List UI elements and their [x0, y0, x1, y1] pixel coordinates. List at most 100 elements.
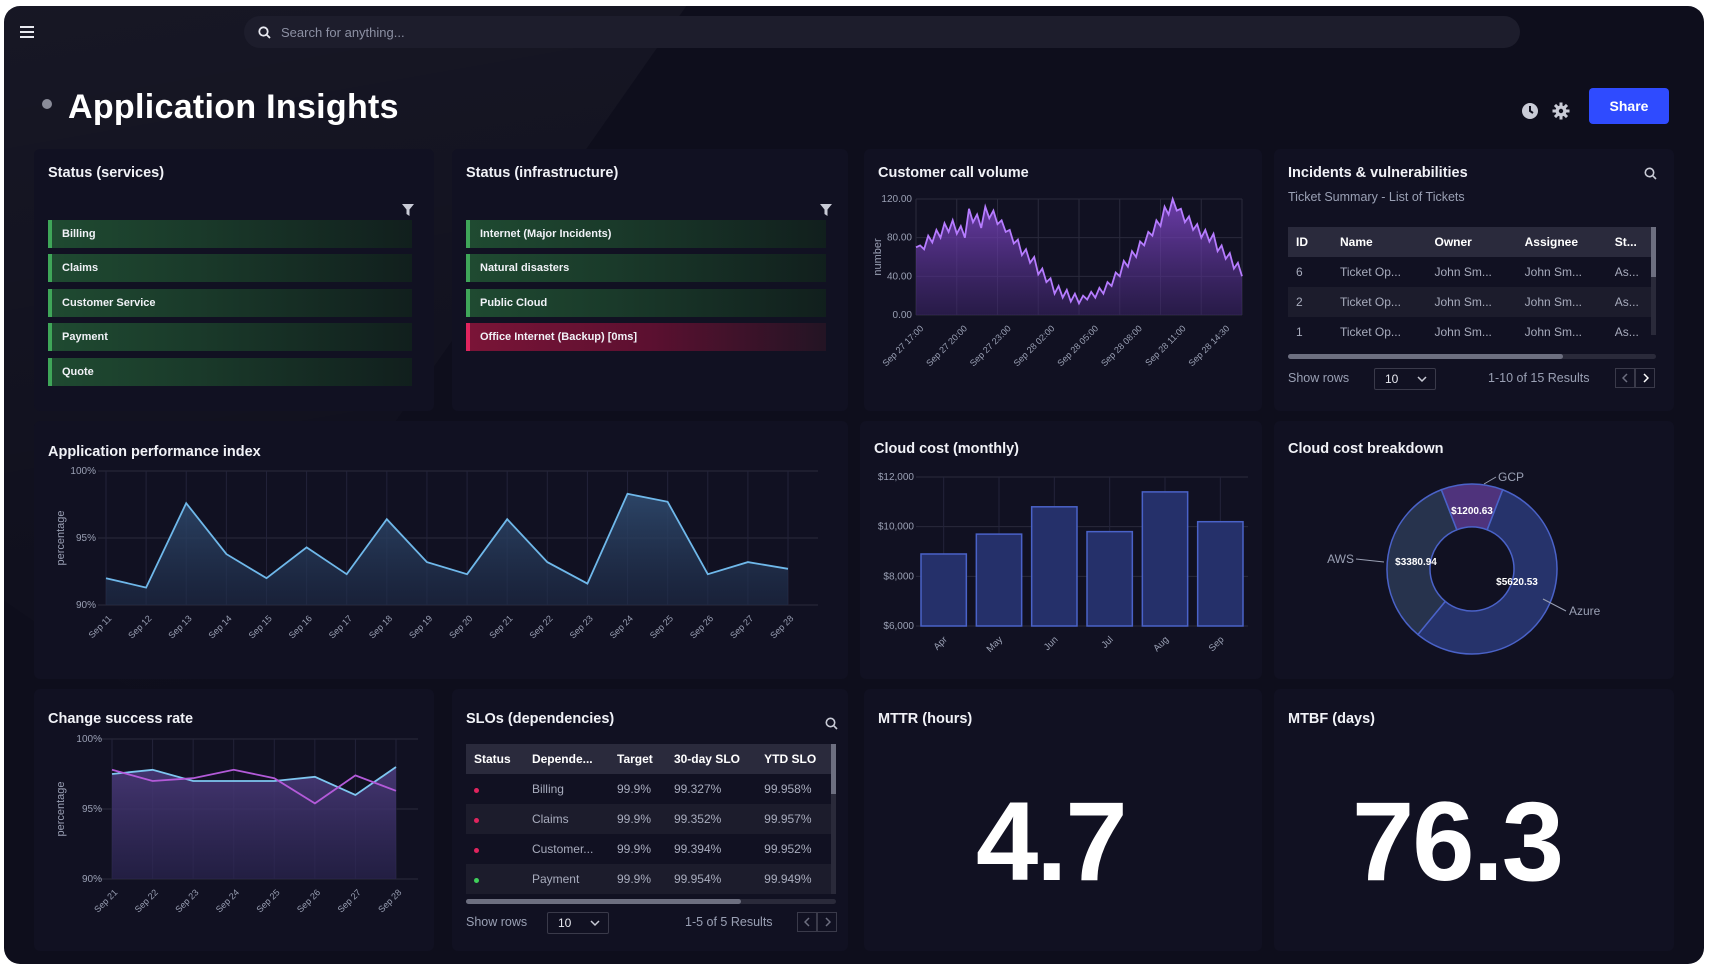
status-item-natural-disasters[interactable]: Natural disasters	[466, 254, 826, 282]
x-tick-label: Sep 19	[407, 613, 434, 640]
cell-id: 2	[1288, 287, 1332, 317]
series-line	[915, 195, 1243, 306]
x-tick-label: Sep 28 08:00	[1099, 323, 1144, 368]
x-tick-label: Sep 24	[214, 887, 241, 914]
horizontal-scrollbar[interactable]	[466, 899, 836, 904]
menu-icon[interactable]	[20, 26, 34, 38]
y-tick-label: $10,000	[878, 522, 915, 533]
vertical-scrollbar[interactable]	[1651, 227, 1656, 335]
vertical-scrollbar[interactable]	[831, 744, 836, 894]
column-header-status[interactable]: St...	[1606, 227, 1656, 257]
slice-value-label: $1200.63	[1451, 506, 1493, 517]
x-tick-label: Sep 25	[254, 887, 281, 914]
clock-icon[interactable]	[1521, 102, 1539, 120]
search-icon[interactable]	[1644, 167, 1657, 180]
donut-slice	[1386, 488, 1458, 636]
bar	[1141, 491, 1189, 627]
leader-line	[1542, 598, 1567, 612]
rows-per-page-value: 10	[558, 916, 572, 930]
y-tick-label: 120.00	[881, 194, 912, 205]
column-header-name[interactable]: Name	[1332, 227, 1427, 257]
chevron-right-icon	[1642, 373, 1649, 383]
cell-30day-slo: 99.394%	[673, 842, 722, 856]
status-item-public-cloud[interactable]: Public Cloud	[466, 289, 826, 317]
filter-icon[interactable]	[402, 204, 414, 216]
show-rows-label: Show rows	[466, 915, 528, 929]
cloud-cost-panel: Cloud cost (monthly) $12,000 $10,000 $8,00…	[860, 421, 1262, 679]
chevron-down-icon	[1417, 376, 1427, 383]
title-bullet	[42, 99, 52, 109]
cell-target: 99.9%	[617, 782, 652, 796]
cell-name: Ticket Op...	[1340, 265, 1401, 279]
mttr-value: 4.7	[976, 779, 1128, 904]
column-header-status[interactable]: Status	[466, 744, 524, 774]
panel-title: Application performance index	[48, 444, 261, 460]
previous-page-button[interactable]	[1615, 368, 1635, 388]
cell-assignee: John Sm...	[1516, 287, 1607, 317]
x-tick-label: Sep 14	[207, 613, 234, 640]
next-page-button[interactable]	[817, 912, 837, 932]
y-tick-label: 95%	[82, 804, 102, 815]
slice-name-label: AWS	[1327, 552, 1354, 566]
column-header-assignee[interactable]: Assignee	[1516, 227, 1607, 257]
share-button[interactable]: Share	[1589, 88, 1669, 124]
search-icon	[258, 25, 271, 39]
panel-title: Change success rate	[48, 711, 194, 727]
area-fill	[112, 767, 396, 879]
column-header-ytd-slo[interactable]: YTD SLO	[756, 744, 831, 774]
x-tick-label: May	[985, 634, 1006, 655]
status-dot	[474, 878, 479, 883]
status-item-quote[interactable]: Quote	[48, 358, 412, 386]
search-icon[interactable]	[825, 717, 838, 730]
status-dot	[474, 788, 479, 793]
x-tick-label: Sep 26	[295, 887, 322, 914]
status-item-payment[interactable]: Payment	[48, 323, 412, 351]
table-row[interactable]: Billing 99.9% 99.327% 99.958%	[466, 774, 831, 804]
column-header-30day-slo[interactable]: 30-day SLO	[665, 744, 757, 774]
next-page-button[interactable]	[1635, 368, 1655, 388]
x-tick-label: Jul	[1099, 634, 1115, 650]
filter-icon[interactable]	[820, 204, 832, 216]
column-header-owner[interactable]: Owner	[1426, 227, 1517, 257]
status-item-office-internet[interactable]: Office Internet (Backup) [0ms]	[466, 323, 826, 351]
x-tick-label: Sep 22	[133, 887, 160, 914]
chevron-left-icon	[803, 917, 810, 927]
table-row[interactable]: Claims 99.9% 99.352% 99.957%	[466, 804, 831, 834]
y-axis-label: percentage	[55, 781, 67, 836]
column-header-dependency[interactable]: Depende...	[523, 744, 609, 774]
x-tick-label: Sep 27	[728, 613, 755, 640]
table-row[interactable]: 1 Ticket Op... John Sm... John Sm... As.…	[1288, 317, 1656, 347]
column-header-target[interactable]: Target	[609, 744, 666, 774]
slice-value-label: $5620.53	[1496, 577, 1538, 588]
column-header-id[interactable]: ID	[1288, 227, 1332, 257]
status-item-billing[interactable]: Billing	[48, 220, 412, 248]
table-row[interactable]: Payment 99.9% 99.954% 99.949%	[466, 864, 831, 894]
status-item-internet[interactable]: Internet (Major Incidents)	[466, 220, 826, 248]
x-tick-label: Sep 28	[768, 613, 795, 640]
horizontal-scrollbar[interactable]	[1288, 354, 1656, 359]
table-row[interactable]: 6 Ticket Op... John Sm... John Sm... As.…	[1288, 257, 1656, 287]
status-item-customer-service[interactable]: Customer Service	[48, 289, 412, 317]
rows-per-page-select[interactable]: 10	[1374, 368, 1436, 390]
panel-title: MTBF (days)	[1288, 711, 1375, 727]
x-tick-label: Sep 27 17:00	[880, 323, 925, 368]
area-fill	[916, 199, 1242, 315]
search-input[interactable]	[279, 23, 1483, 41]
table-row[interactable]: Customer... 99.9% 99.394% 99.952%	[466, 834, 831, 864]
cell-ytd-slo: 99.952%	[764, 842, 812, 856]
results-count: 1-5 of 5 Results	[685, 915, 773, 929]
status-dot-cell	[466, 864, 524, 894]
previous-page-button[interactable]	[797, 912, 817, 932]
x-tick-label: Sep 25	[648, 613, 675, 640]
panel-title: MTTR (hours)	[878, 711, 973, 727]
x-tick-label: Sep 27 20:00	[924, 323, 969, 368]
search-bar[interactable]	[244, 16, 1520, 48]
panel-title: Cloud cost (monthly)	[874, 441, 1019, 457]
table-row[interactable]: 2 Ticket Op... John Sm... John Sm... As.…	[1288, 287, 1656, 317]
rows-per-page-select[interactable]: 10	[547, 912, 609, 934]
chevron-left-icon	[1621, 373, 1628, 383]
cell-ytd-slo: 99.957%	[756, 804, 831, 834]
status-item-claims[interactable]: Claims	[48, 254, 412, 282]
gear-icon[interactable]	[1552, 102, 1570, 120]
